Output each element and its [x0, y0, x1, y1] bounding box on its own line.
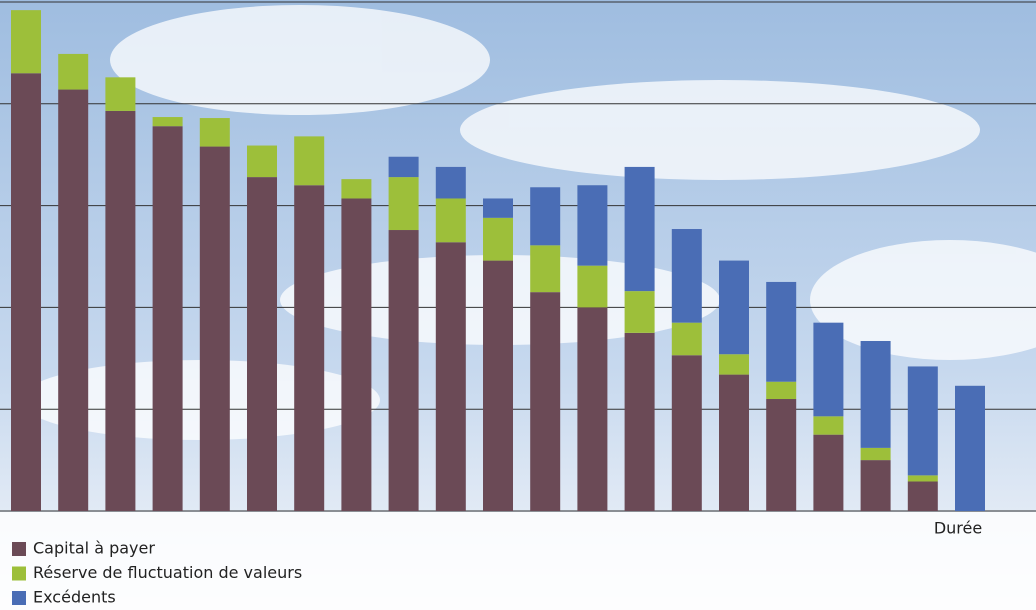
bar-segment	[530, 245, 561, 293]
legend-label: Capital à payer	[33, 539, 155, 558]
bar-segment	[907, 475, 938, 482]
legend-label: Excédents	[33, 588, 116, 607]
bar-segment	[105, 110, 136, 512]
bar-segment	[152, 117, 183, 127]
bar-segment	[388, 177, 419, 231]
bar-segment	[813, 434, 844, 511]
bar-segment	[624, 166, 655, 292]
bar-segment	[671, 322, 702, 356]
bar-segment	[58, 53, 89, 90]
bar-segment	[577, 307, 608, 511]
bar-segment	[577, 185, 608, 266]
bar-segment	[247, 177, 277, 511]
bar-segment	[860, 460, 891, 511]
bar-segment	[766, 381, 797, 400]
bar-segment	[388, 156, 419, 178]
bar-segment	[671, 229, 702, 323]
x-axis-label: Durée	[934, 519, 982, 538]
bar-segment	[907, 481, 938, 511]
bar-segment	[719, 354, 749, 375]
bar-segment	[813, 322, 844, 417]
bar-segment	[58, 89, 89, 511]
legend-area	[0, 512, 1036, 610]
bar-segment	[860, 447, 891, 461]
bar-segment	[435, 198, 466, 243]
bar-segment	[341, 179, 372, 199]
bar-segment	[435, 242, 466, 512]
bar-segment	[294, 185, 325, 512]
bar-segment	[483, 198, 513, 218]
bar-segment	[199, 118, 230, 147]
legend-swatch	[12, 566, 26, 581]
bar-segment	[955, 385, 985, 511]
bar-segment	[11, 10, 41, 74]
bar-segment	[105, 77, 136, 111]
bar-segment	[152, 126, 183, 512]
bar-segment	[766, 399, 797, 511]
bar-segment	[247, 145, 277, 178]
legend-swatch	[12, 542, 26, 556]
bar-segment	[719, 260, 749, 355]
bar-segment	[388, 230, 419, 512]
bar-segment	[813, 416, 844, 435]
bar-segment	[435, 166, 466, 199]
bar-segment	[483, 217, 513, 261]
bar-segment	[624, 291, 655, 333]
bar-segment	[199, 146, 230, 511]
bar-segment	[860, 340, 891, 448]
bar-segment	[577, 265, 608, 308]
bar-segment	[671, 355, 702, 511]
bar-segment	[294, 136, 325, 186]
bar-segment	[624, 332, 655, 511]
bar-segment	[907, 366, 938, 476]
bar-segment	[11, 73, 41, 511]
bar-segment	[341, 198, 372, 511]
bar-segment	[483, 260, 513, 511]
bar-segment	[530, 187, 561, 246]
bar-segment	[530, 292, 561, 511]
legend-swatch	[12, 591, 26, 605]
legend-label: Réserve de fluctuation de valeurs	[33, 563, 302, 582]
bar-segment	[766, 281, 797, 382]
bar-segment	[719, 374, 749, 511]
